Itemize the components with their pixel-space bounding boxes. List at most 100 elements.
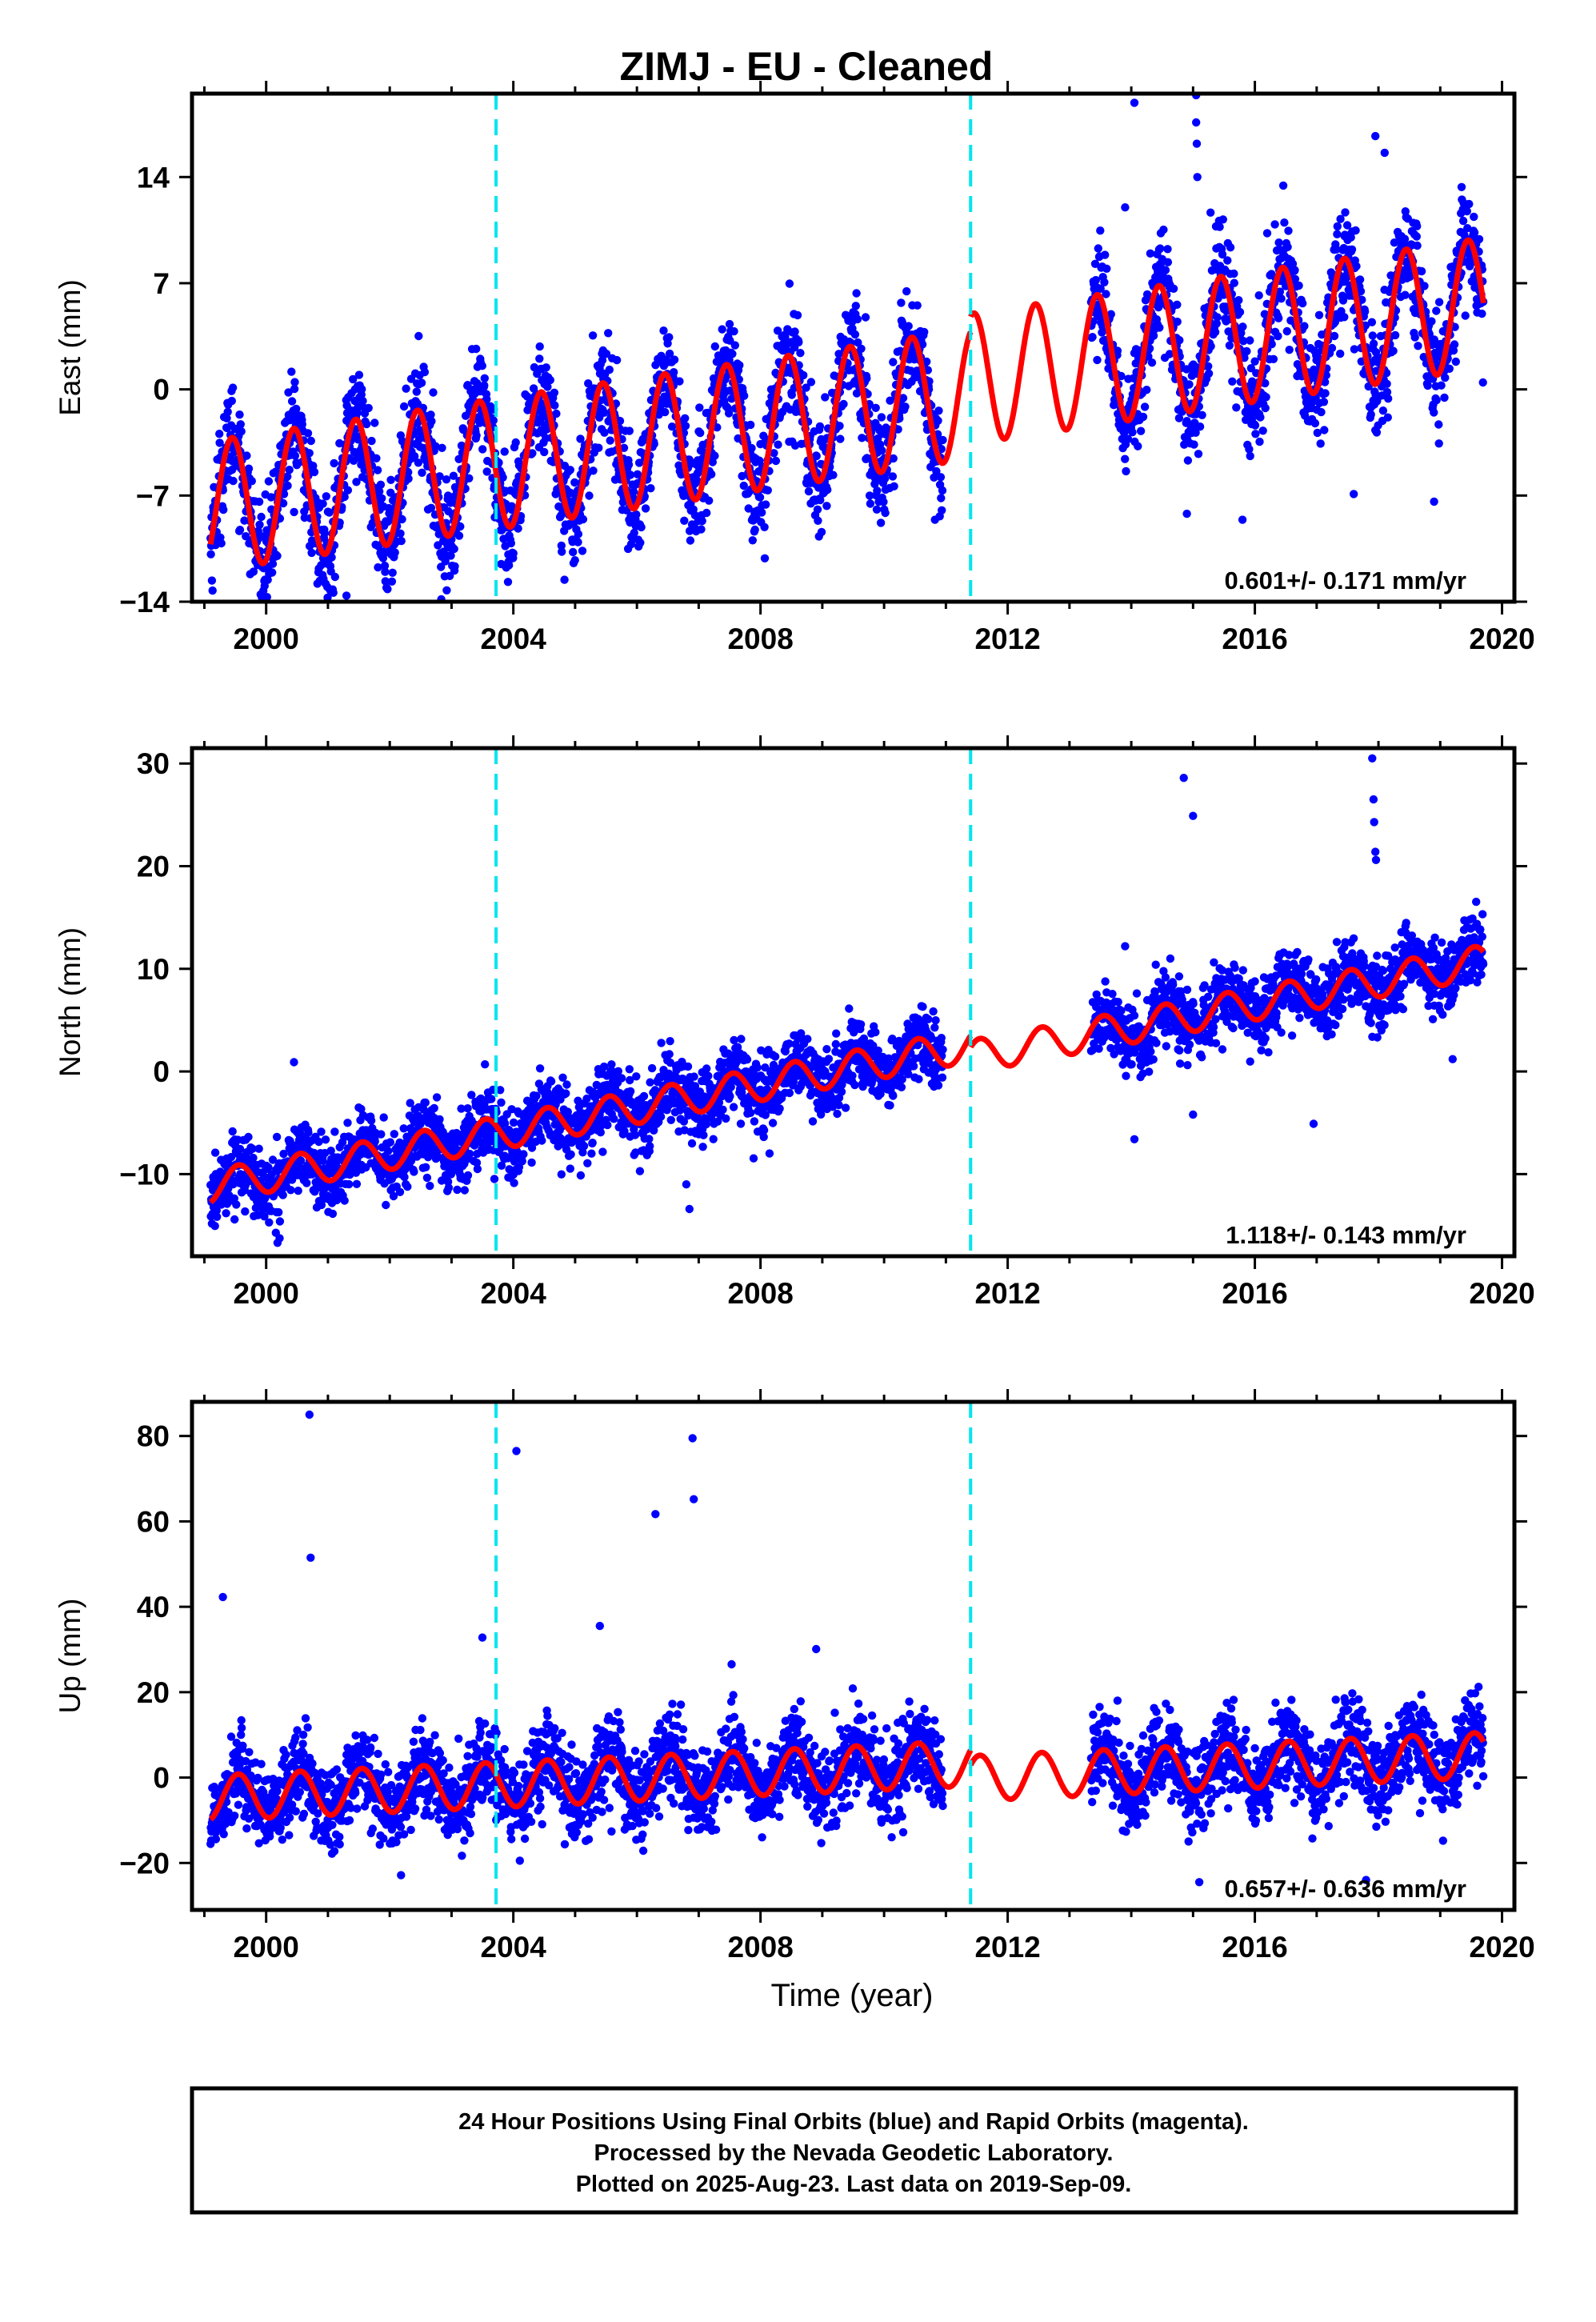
data-point — [698, 516, 706, 526]
data-point — [612, 355, 622, 365]
data-point — [558, 547, 566, 556]
data-point — [212, 1206, 221, 1215]
data-point — [1430, 408, 1438, 417]
data-point — [1269, 354, 1278, 363]
data-point — [340, 1196, 349, 1205]
data-point — [1413, 241, 1422, 250]
data-point — [718, 1105, 727, 1115]
data-point — [890, 482, 898, 490]
data-point — [603, 1120, 612, 1130]
data-point — [210, 1148, 220, 1157]
data-point — [207, 576, 217, 585]
data-point — [930, 473, 938, 482]
data-point — [326, 1147, 335, 1155]
data-point — [1255, 437, 1264, 446]
data-point — [417, 378, 426, 387]
data-point — [626, 1087, 635, 1096]
y-tick-label: 7 — [153, 267, 170, 300]
data-point — [317, 1200, 326, 1210]
outlier-point — [1238, 515, 1247, 524]
data-point — [434, 1153, 442, 1162]
rate-annotation: 0.601+/- 0.171 mm/yr — [1225, 566, 1466, 595]
data-point — [410, 1167, 418, 1176]
data-point — [793, 310, 802, 320]
data-point — [403, 1182, 412, 1191]
data-point — [1230, 278, 1239, 287]
data-point — [880, 474, 890, 483]
data-point — [1213, 313, 1222, 322]
data-point — [465, 474, 474, 482]
data-point — [354, 370, 364, 379]
data-point — [506, 538, 515, 548]
data-point — [482, 394, 491, 404]
data-point — [1096, 226, 1105, 235]
y-tick-label: −14 — [119, 586, 170, 619]
data-point — [739, 481, 748, 490]
data-point — [646, 484, 655, 493]
data-point — [681, 422, 690, 430]
data-point — [1290, 266, 1299, 274]
data-point — [389, 1191, 398, 1201]
data-point — [396, 529, 405, 538]
data-point — [1121, 454, 1130, 463]
data-point — [598, 356, 607, 365]
data-point — [704, 1071, 713, 1080]
data-point — [1417, 266, 1426, 276]
data-point — [248, 1144, 257, 1153]
data-point — [799, 370, 808, 380]
data-point — [758, 508, 766, 517]
data-point — [817, 527, 826, 537]
data-point — [472, 431, 481, 440]
data-point — [588, 1139, 597, 1147]
data-point — [1246, 336, 1254, 345]
data-point — [1327, 343, 1337, 353]
data-point — [1432, 306, 1441, 315]
data-point — [255, 520, 264, 529]
data-point — [1261, 403, 1270, 413]
data-point — [435, 1115, 444, 1124]
data-point — [829, 470, 838, 479]
data-point — [367, 436, 376, 446]
data-point — [1414, 342, 1422, 350]
data-point — [576, 434, 585, 443]
data-point — [760, 554, 770, 562]
data-point — [1195, 422, 1205, 431]
data-point — [1457, 182, 1466, 191]
data-point — [697, 525, 706, 534]
data-point — [1338, 296, 1348, 305]
data-point — [730, 326, 738, 336]
data-point — [478, 362, 486, 370]
data-point — [696, 428, 705, 438]
data-point — [322, 492, 330, 501]
data-point — [1316, 439, 1325, 448]
data-point — [740, 391, 749, 400]
data-point — [510, 1179, 518, 1187]
data-point — [454, 454, 463, 463]
data-point — [330, 572, 339, 582]
data-point — [787, 390, 796, 399]
data-point — [226, 1152, 236, 1162]
data-point — [624, 460, 634, 469]
data-point — [278, 498, 288, 508]
data-point — [747, 443, 756, 453]
data-point — [1389, 346, 1398, 355]
data-point — [283, 481, 292, 490]
data-point — [617, 1074, 626, 1083]
data-point — [695, 403, 704, 412]
data-point — [918, 340, 927, 349]
data-point — [422, 1173, 432, 1183]
data-point — [310, 467, 319, 477]
data-point — [402, 384, 410, 393]
data-point — [897, 298, 906, 307]
data-point — [379, 1113, 388, 1122]
data-point — [1383, 413, 1393, 422]
data-point — [268, 1155, 278, 1164]
data-point — [774, 440, 782, 449]
data-point — [1350, 345, 1359, 354]
data-point — [1270, 220, 1279, 229]
data-point — [395, 1187, 405, 1197]
data-point — [1423, 381, 1432, 390]
data-point — [888, 472, 898, 481]
data-point — [345, 1179, 354, 1189]
data-point — [449, 471, 458, 480]
